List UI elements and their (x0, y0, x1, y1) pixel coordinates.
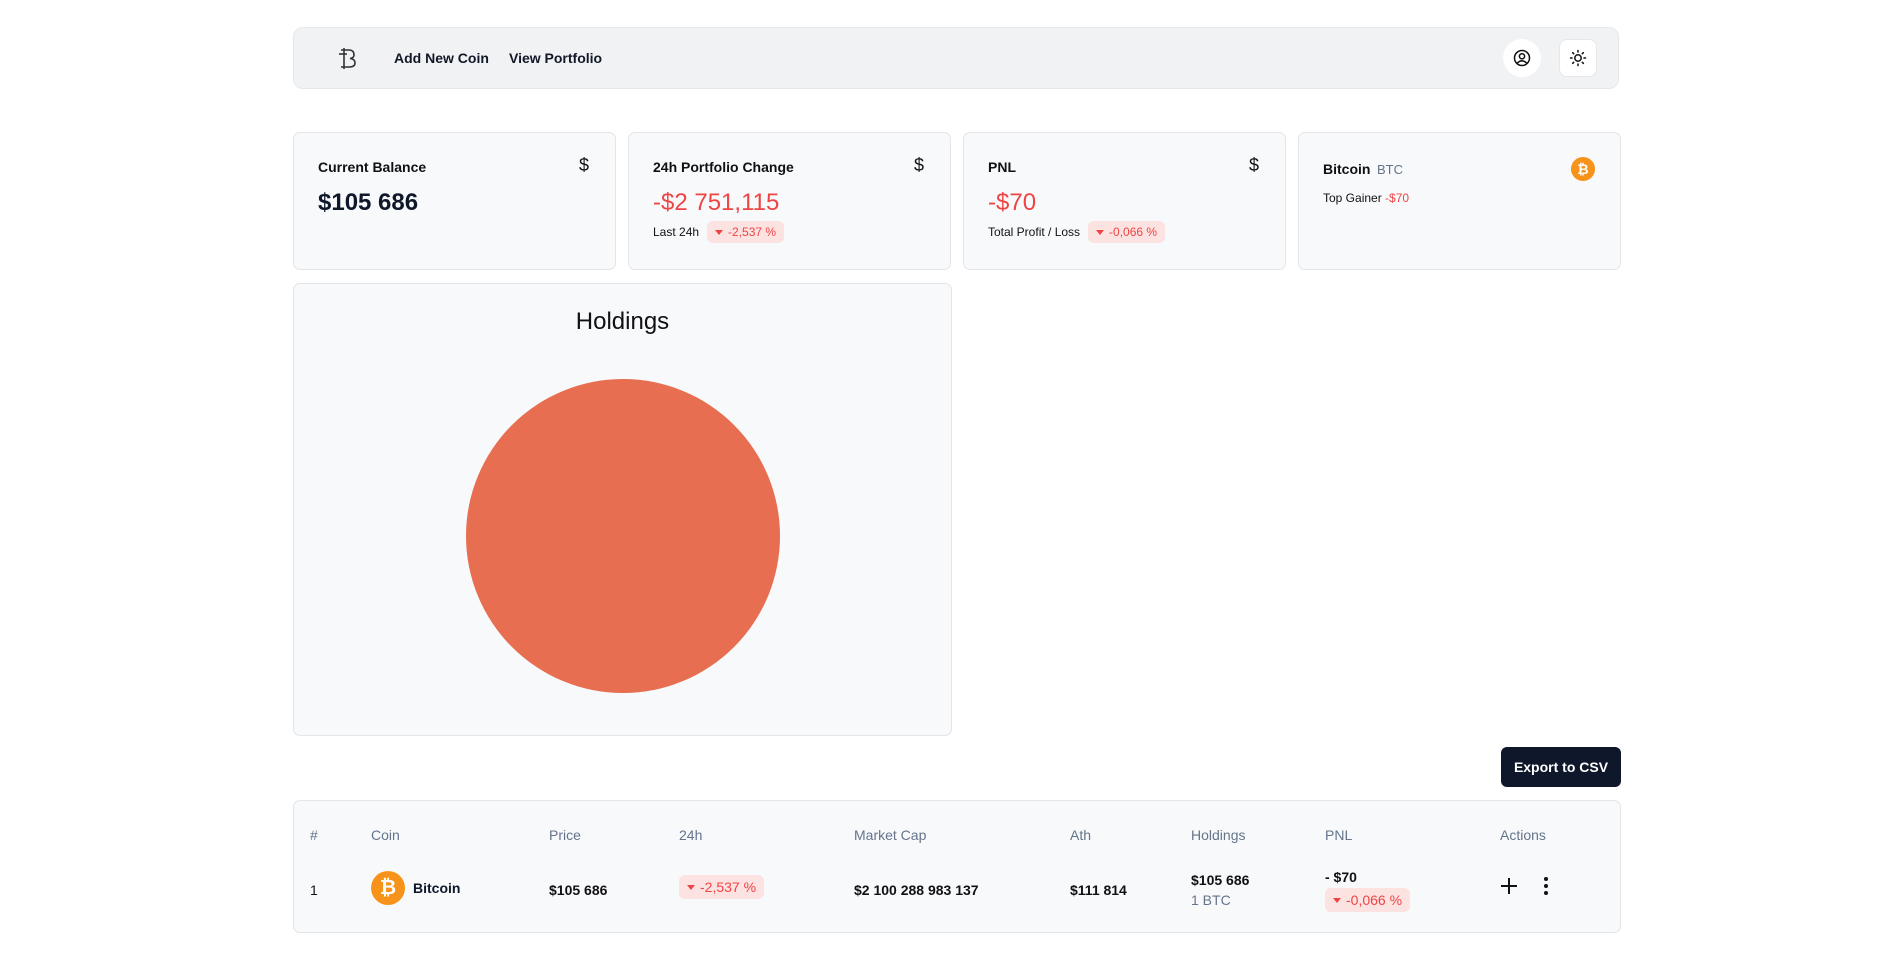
sun-icon (1569, 49, 1587, 67)
col-header-market-cap: Market Cap (854, 827, 927, 843)
top-gainer-value: -$70 (1385, 191, 1410, 205)
card-title: 24h Portfolio Change (653, 159, 794, 175)
view-portfolio-link[interactable]: View Portfolio (509, 50, 603, 66)
change-sub-label: Last 24h (653, 225, 700, 239)
dollar-icon: $ (1248, 155, 1259, 175)
balance-value: $105 686 (318, 189, 419, 216)
app-logo-icon[interactable] (334, 45, 360, 71)
col-header-24h: 24h (679, 827, 703, 843)
more-options-kebab-icon[interactable] (1534, 874, 1558, 898)
bitcoin-icon: ₿ (1571, 157, 1595, 181)
coins-table: # Coin Price 24h Market Cap Ath Holdings… (293, 800, 1621, 933)
col-header-index: # (310, 827, 318, 843)
pnl-pct-text: -0,066 % (1109, 225, 1158, 239)
card-title: Current Balance (318, 159, 427, 175)
row-pnl-badge: -0,066 % (1325, 888, 1411, 912)
change-value: -$2 751,115 (653, 189, 780, 216)
top-gainer-card: Bitcoin BTC ₿ Top Gainer -$70 (1298, 132, 1621, 270)
col-header-coin: Coin (371, 827, 400, 843)
col-header-pnl: PNL (1325, 827, 1353, 843)
export-csv-button[interactable]: Export to CSV (1501, 747, 1621, 787)
user-circle-icon (1513, 49, 1531, 67)
add-new-coin-link[interactable]: Add New Coin (394, 50, 489, 66)
pnl-sub-label: Total Profit / Loss (988, 225, 1081, 239)
pie-slice-bitcoin[interactable] (466, 379, 780, 693)
col-header-actions: Actions (1500, 827, 1546, 843)
current-balance-card: Current Balance $ $105 686 (293, 132, 616, 270)
change-pct-text: -2,537 % (728, 225, 777, 239)
top-navbar: Add New Coin View Portfolio (293, 27, 1619, 89)
top-gainer-label: Top Gainer (1323, 191, 1382, 205)
arrow-down-icon (687, 884, 695, 890)
pnl-value: -$70 (988, 189, 1037, 216)
col-header-price: Price (549, 827, 581, 843)
col-header-holdings: Holdings (1191, 827, 1246, 843)
user-account-button[interactable] (1503, 39, 1541, 77)
holdings-title: Holdings (575, 308, 670, 335)
row-change-text: -2,537 % (700, 879, 757, 895)
col-header-ath: Ath (1070, 827, 1092, 843)
portfolio-change-card: 24h Portfolio Change $ -$2 751,115 Last … (628, 132, 951, 270)
pnl-pct-badge: -0,066 % (1088, 221, 1166, 243)
dollar-icon: $ (578, 155, 589, 175)
row-price: $105 686 (549, 882, 608, 898)
row-market-cap: $2 100 288 983 137 (854, 882, 979, 898)
row-pnl-value: - $70 (1325, 869, 1357, 885)
arrow-down-icon (715, 229, 724, 235)
top-coin-name: Bitcoin (1323, 161, 1371, 177)
card-title: PNL (988, 159, 1016, 175)
theme-toggle-button[interactable] (1559, 39, 1597, 77)
holdings-pie-chart (466, 379, 780, 693)
pnl-card: PNL $ -$70 Total Profit / Loss -0,066 % (963, 132, 1286, 270)
row-index: 1 (310, 882, 318, 898)
top-coin-symbol: BTC (1377, 162, 1403, 177)
row-holdings-amount: 1 BTC (1191, 892, 1231, 908)
arrow-down-icon (1333, 897, 1341, 903)
row-coin-name[interactable]: Bitcoin (413, 880, 461, 896)
row-holdings-value: $105 686 (1191, 872, 1250, 888)
change-pct-badge: -2,537 % (707, 221, 785, 243)
bitcoin-icon: ₿ (371, 871, 405, 905)
add-transaction-plus-icon[interactable] (1497, 874, 1521, 898)
row-change-badge: -2,537 % (679, 875, 765, 899)
dollar-icon: $ (913, 155, 924, 175)
row-pnl-text: -0,066 % (1346, 892, 1403, 908)
arrow-down-icon (1096, 229, 1105, 235)
row-ath: $111 814 (1070, 882, 1127, 898)
holdings-chart-card: Holdings (293, 283, 952, 736)
